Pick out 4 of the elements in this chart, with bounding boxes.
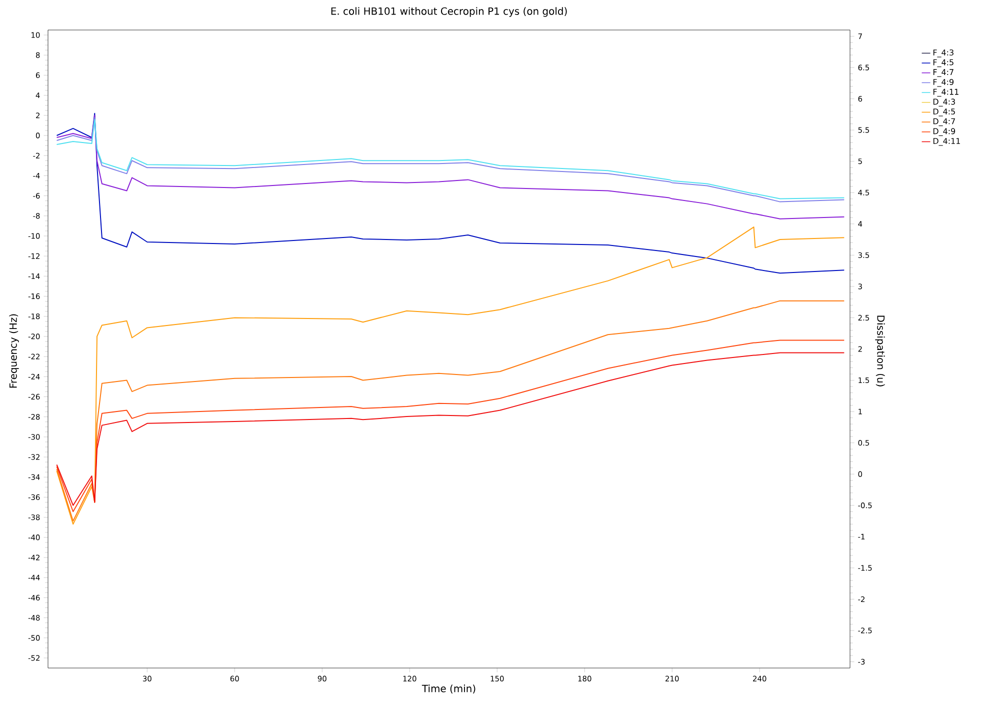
x-axis-title: Time (min) [422,684,476,694]
y2-axis-title: Dissipation (u) [875,316,885,386]
chart-title: E. coli HB101 without Cecropin P1 cys (on gold) [331,7,567,17]
y-axis-title: Frequency (Hz) [9,314,19,388]
